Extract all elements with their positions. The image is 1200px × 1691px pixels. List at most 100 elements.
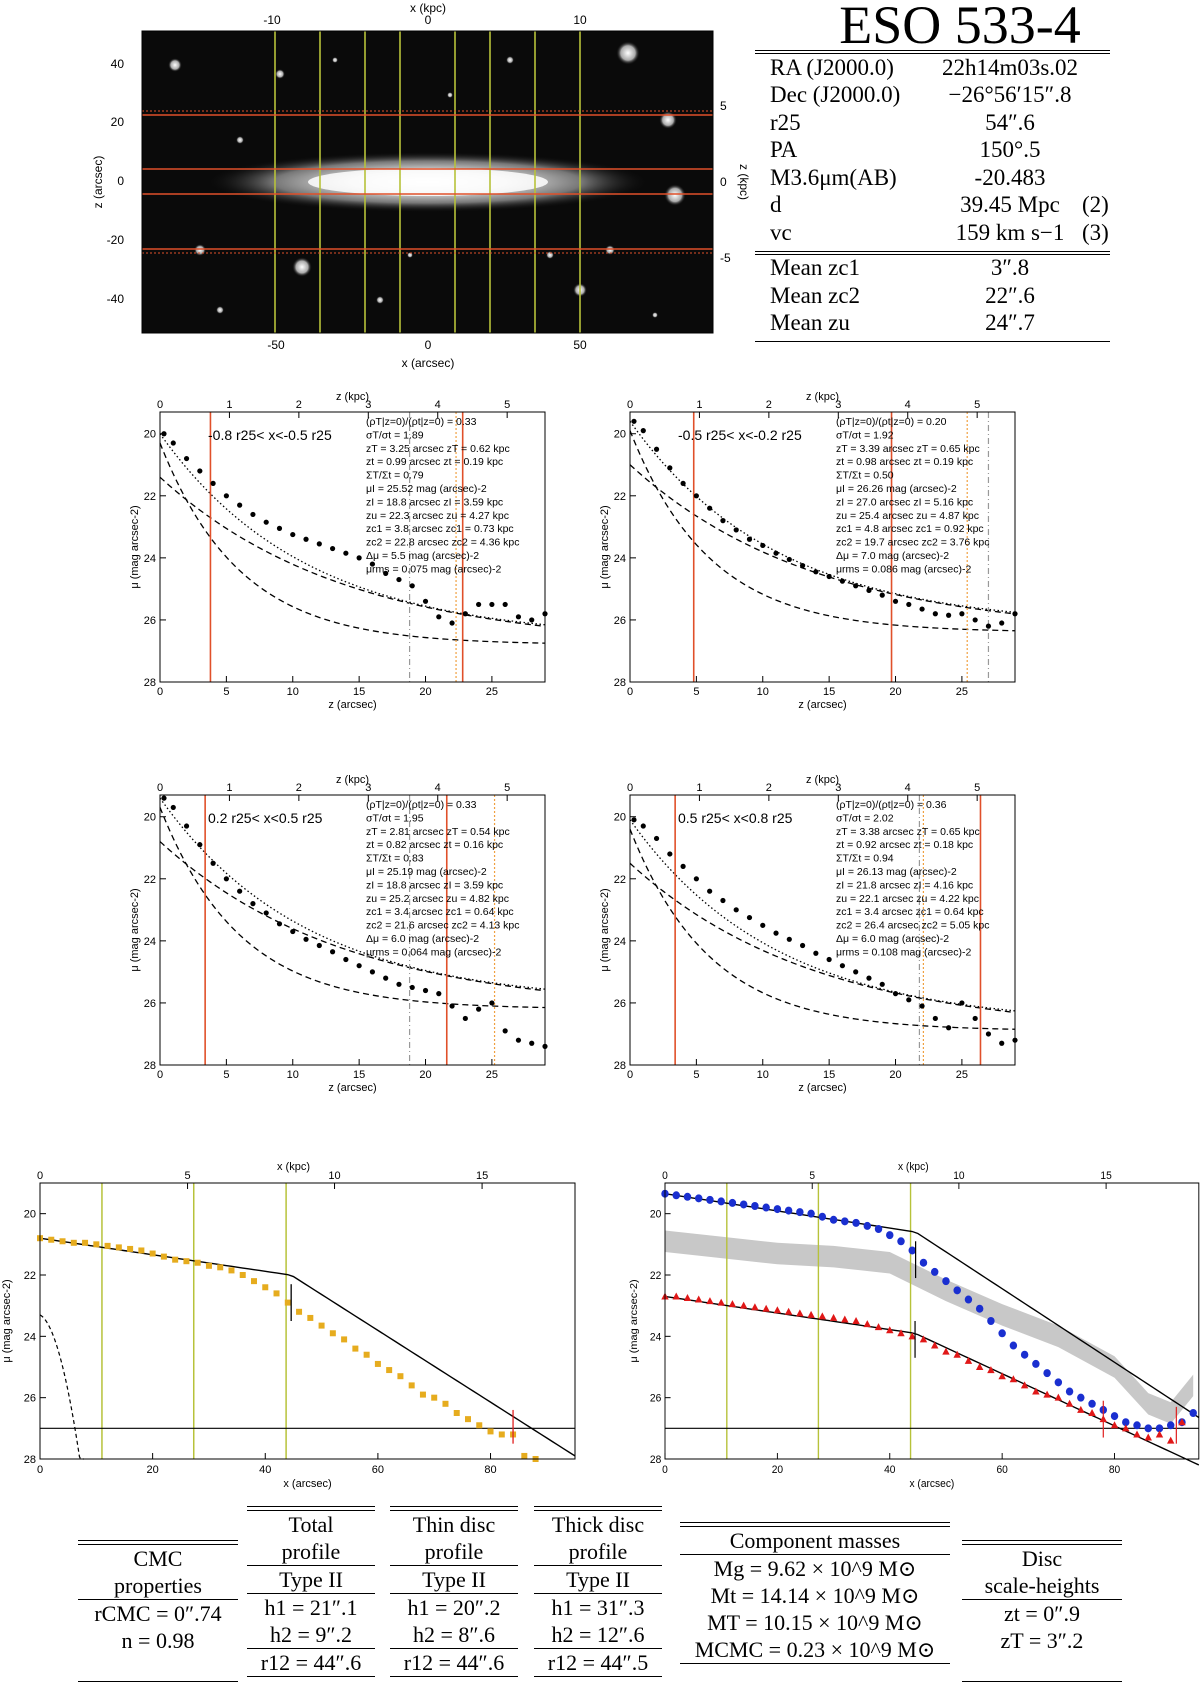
data-point xyxy=(183,1258,190,1265)
data-point xyxy=(746,914,753,921)
data-point xyxy=(841,1315,849,1323)
data-point xyxy=(409,583,415,589)
data-point xyxy=(852,1218,860,1227)
table-cell: zT = 3″.2 xyxy=(1000,1628,1084,1653)
table-cell: MT = 10.15 × 10^9 M⊙ xyxy=(707,1610,923,1635)
data-point xyxy=(170,804,176,811)
data-point xyxy=(653,446,660,452)
x-tick-label: 5 xyxy=(223,686,229,698)
kpc-tick-label: 0 xyxy=(662,1170,668,1182)
y-tick-label: 26 xyxy=(614,998,626,1010)
fit-parameter: zT = 3.25 arcsec zT = 0.62 kpc xyxy=(366,443,510,455)
total-profile-column: Total profile Type II h1 = 21″.1 h2 = 9″… xyxy=(247,1506,375,1677)
x-tick-label: 0 xyxy=(627,1069,633,1081)
scale-heights-column: Disc scale-heights zt = 0″.9 zT = 3″.2 xyxy=(962,1506,1122,1682)
y-tick-label: 28 xyxy=(650,1454,661,1466)
x-axis-label: z (arcsec) xyxy=(798,699,846,711)
data-point xyxy=(693,876,699,882)
table-cell: h2 = 8″.6 xyxy=(412,1622,496,1647)
fit-parameter: ΣT/Σt = 0.94 xyxy=(836,853,894,865)
data-point xyxy=(972,617,978,623)
y-tick-label: 22 xyxy=(144,491,156,503)
data-point xyxy=(818,1312,827,1320)
x-tick-label: 10 xyxy=(757,1069,769,1081)
x-tick-label: 15 xyxy=(353,1069,365,1081)
data-point xyxy=(786,936,792,942)
data-point xyxy=(807,1310,815,1318)
table-cell: h1 = 20″.2 xyxy=(407,1595,501,1620)
cmc-profile xyxy=(39,1314,84,1460)
galaxy-properties-table: RA (J2000.0) 22h14m03s.02 Dec (J2000.0) −26… xyxy=(755,50,1110,342)
data-point xyxy=(773,550,779,556)
data-point xyxy=(640,428,646,434)
data-point xyxy=(453,1410,460,1416)
data-point xyxy=(197,468,203,474)
total-fit xyxy=(159,433,546,626)
data-point xyxy=(680,480,686,486)
table-cell: zt = 0″.9 xyxy=(1004,1601,1080,1626)
data-point xyxy=(307,1314,314,1321)
data-point xyxy=(1065,1387,1074,1396)
data-point xyxy=(717,1298,725,1306)
data-point xyxy=(138,1247,145,1254)
data-point xyxy=(316,541,322,547)
x-tick-label: 60 xyxy=(372,1464,384,1476)
fit-parameter: Δμ = 6.0 mag (arcsec)-2 xyxy=(366,933,479,945)
data-point xyxy=(431,1394,438,1401)
x-tick-label: 10 xyxy=(287,1069,299,1081)
data-point xyxy=(436,614,442,620)
x-tick-label: 10 xyxy=(287,686,299,698)
data-point xyxy=(975,1363,984,1370)
data-point xyxy=(1155,1424,1164,1433)
fit-parameter: zT = 3.38 arcsec zT = 0.65 kpc xyxy=(836,826,980,838)
svg-text:-10: -10 xyxy=(263,13,281,27)
data-point xyxy=(892,991,899,997)
data-point xyxy=(631,817,637,823)
data-point xyxy=(807,1209,815,1218)
x-tick-label: 20 xyxy=(889,686,901,698)
data-point xyxy=(908,1246,916,1255)
x-tick-label: 0 xyxy=(662,1464,668,1476)
data-point xyxy=(183,823,190,829)
data-point xyxy=(343,550,349,556)
y-tick-label: 28 xyxy=(144,677,156,689)
data-point xyxy=(476,601,482,608)
data-point xyxy=(115,1244,122,1251)
data-point xyxy=(999,1040,1005,1046)
data-point xyxy=(502,601,508,608)
radial-profile-total-panel: 0 20 40 60 80 0 5 10 15 20 22 24 26 28 x (arcsec) x (kp… xyxy=(1,1161,576,1490)
data-point xyxy=(250,511,256,518)
x-axis-label: z (arcsec) xyxy=(328,699,376,711)
data-point xyxy=(762,1203,770,1212)
table-cell: r12 = 44″.5 xyxy=(547,1650,649,1675)
data-point xyxy=(1077,1405,1085,1413)
data-point xyxy=(919,1003,925,1009)
property-row: Dec (J2000.0) −26°56′15″.8 xyxy=(770,82,1072,108)
table-cell: MCMC = 0.23 × 10^9 M⊙ xyxy=(694,1637,936,1662)
data-point xyxy=(223,876,229,882)
data-point xyxy=(760,922,766,928)
data-point xyxy=(972,1015,978,1022)
data-point xyxy=(383,975,389,981)
property-row: PA 150°.5 xyxy=(770,137,1041,163)
vertical-profile-panel-3: 0 5 10 15 20 25 0 1 2 3 4 5 20 22 24 26 28 z (arcsec) z (k… xyxy=(130,774,548,1094)
fit-parameter: zI = 18.8 arcsec zI = 3.59 kpc xyxy=(366,496,503,508)
data-point xyxy=(853,969,859,975)
data-point xyxy=(449,620,455,626)
y-tick-label: 22 xyxy=(650,1270,661,1282)
data-point xyxy=(498,1431,505,1438)
x-tick-label: 10 xyxy=(757,686,769,698)
y-tick-label: 20 xyxy=(144,429,156,441)
data-point xyxy=(672,1292,680,1300)
data-point xyxy=(273,1290,280,1297)
kpc-tick-label: 2 xyxy=(766,399,772,411)
data-point xyxy=(422,598,429,604)
table-cell: r12 = 44″.6 xyxy=(403,1650,505,1675)
data-point xyxy=(1144,1433,1152,1441)
svg-text:10: 10 xyxy=(573,13,587,27)
thin-disc-column: Thin disc profile Type II h1 = 20″.2 h2 … xyxy=(390,1506,518,1677)
data-point xyxy=(408,1382,415,1389)
data-point xyxy=(205,1262,212,1269)
data-point xyxy=(667,465,673,471)
data-point xyxy=(706,1195,714,1204)
